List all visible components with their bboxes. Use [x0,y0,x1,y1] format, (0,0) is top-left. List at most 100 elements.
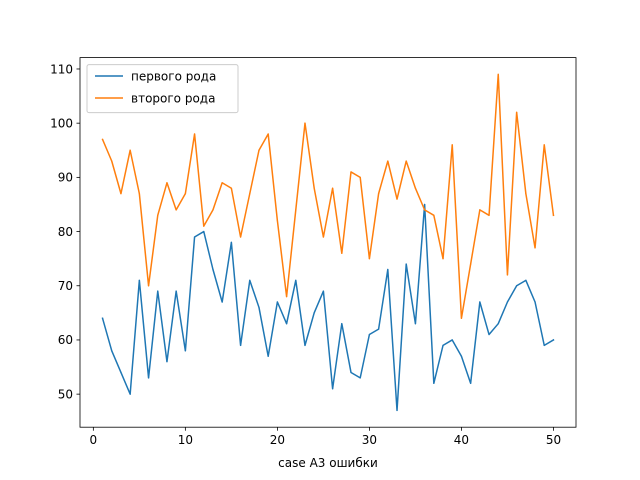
data-point-s1-41 [479,209,481,211]
data-point-s0-20 [285,323,288,325]
y-tick-label: 50 [58,387,73,401]
legend: первого рода второго рода [86,64,239,114]
data-point-s1-44 [506,274,509,276]
data-point-s0-34 [414,323,417,325]
data-point-s1-2 [120,193,122,195]
y-tick-label: 80 [58,225,73,239]
data-point-s0-43 [497,323,499,325]
x-tick-label: 20 [270,433,285,447]
data-point-s1-11 [203,225,205,227]
data-point-s0-48 [543,344,545,346]
y-tick-label: 90 [58,171,73,185]
data-point-s1-0 [101,138,104,141]
data-point-s1-23 [313,187,315,189]
data-point-s1-43 [497,73,499,75]
data-point-s0-5 [147,377,150,379]
data-point-s1-22 [304,122,306,124]
data-point-s1-32 [396,198,398,200]
data-point-s1-10 [193,133,196,135]
data-point-s0-9 [184,350,186,352]
data-point-s0-25 [332,388,334,390]
series-line-0 [101,203,555,412]
data-point-s0-39 [460,355,463,357]
data-point-s0-49 [552,339,555,341]
data-point-s0-12 [212,268,214,271]
data-point-s1-19 [276,220,278,222]
data-point-s1-48 [543,144,545,146]
y-axis-ticks: 50 60 70 80 90 100 110 [50,62,80,401]
data-point-s1-15 [239,236,242,238]
data-point-s1-27 [350,171,352,173]
data-point-s0-7 [166,361,168,363]
data-point-s1-18 [267,133,269,135]
data-point-s0-35 [424,203,426,206]
data-point-s0-38 [451,339,453,341]
data-point-s1-29 [368,258,371,260]
data-point-s0-40 [470,382,472,384]
data-point-s1-3 [129,149,131,151]
data-point-s1-28 [359,176,361,178]
data-point-s1-49 [552,214,555,216]
data-point-s1-17 [258,149,260,151]
data-point-s0-3 [129,393,131,395]
x-tick-label: 30 [362,433,377,447]
data-point-s0-28 [359,377,361,379]
legend-label-first-kind: первого рода [131,69,216,83]
data-point-s0-26 [341,323,343,325]
axes-frame [79,57,577,428]
data-point-s1-6 [157,214,159,216]
x-axis-ticks: 0 10 20 30 40 50 [90,427,561,447]
data-point-s0-4 [138,279,140,281]
data-point-s1-26 [341,252,343,254]
data-point-s1-45 [516,111,518,113]
data-point-s0-17 [258,306,260,309]
data-point-s0-22 [304,344,306,346]
data-point-s1-40 [470,263,472,265]
data-point-s0-8 [175,290,177,292]
data-point-s0-37 [442,344,444,346]
data-point-s0-19 [276,301,278,303]
x-tick-label: 40 [454,433,469,447]
data-point-s0-6 [157,290,159,292]
plot-lines [101,73,555,412]
y-tick-label: 70 [58,279,73,293]
data-point-s0-46 [525,279,527,281]
data-point-s1-4 [138,193,140,195]
data-point-s1-1 [111,160,113,162]
data-point-s0-24 [322,290,324,292]
data-point-s0-18 [267,355,269,357]
data-point-s0-11 [203,230,205,233]
data-point-s1-34 [414,187,417,189]
legend-label-second-kind: второго рода [131,91,215,105]
data-point-s1-38 [451,144,453,146]
data-point-s1-21 [295,209,297,211]
data-point-s0-0 [101,317,104,319]
data-point-s1-36 [433,214,435,216]
data-point-s0-16 [249,279,251,281]
data-point-s1-46 [525,193,527,195]
data-point-s1-13 [221,182,223,184]
data-point-s1-9 [184,193,186,195]
y-tick-label: 100 [50,116,73,130]
y-tick-label: 60 [58,333,73,347]
data-point-s1-5 [147,285,150,287]
data-point-s0-10 [193,236,196,238]
y-tick-label: 110 [50,62,73,76]
data-point-s0-32 [396,409,398,411]
data-point-s0-42 [488,333,490,336]
data-point-s1-31 [387,160,389,162]
data-point-s0-21 [295,279,297,281]
data-point-s1-42 [488,214,490,216]
data-point-s1-12 [212,209,214,211]
data-point-s0-14 [230,241,232,243]
data-point-s0-29 [368,333,371,336]
data-point-s0-27 [350,371,352,374]
data-point-s0-1 [111,350,113,352]
data-point-s1-20 [285,295,288,298]
data-point-s0-31 [387,268,389,271]
x-tick-label: 0 [90,433,98,447]
data-point-s0-33 [405,263,407,265]
data-point-s0-36 [433,382,435,384]
data-point-s1-24 [322,236,324,238]
